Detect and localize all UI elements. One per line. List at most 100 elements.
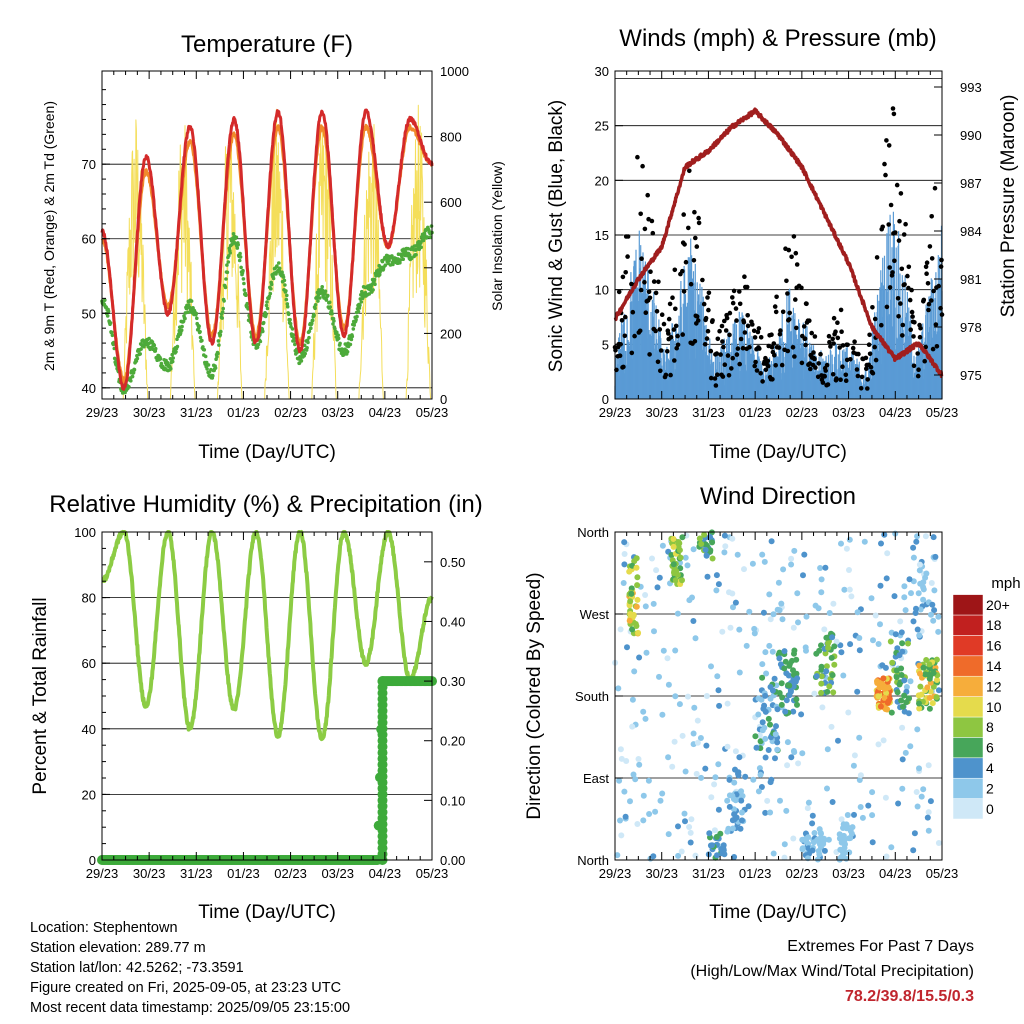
gust-point xyxy=(840,343,846,348)
dewpoint-point xyxy=(390,254,394,258)
dewpoint-point xyxy=(216,339,221,343)
direction-x-tick-label: 30/23 xyxy=(645,866,678,881)
gust-point xyxy=(712,376,718,381)
direction-point xyxy=(893,667,900,674)
gust-point xyxy=(756,326,762,331)
humidity-x-tick-label: 30/23 xyxy=(133,866,166,881)
direction-point xyxy=(696,535,703,542)
direction-point xyxy=(652,808,659,815)
direction-point xyxy=(679,732,686,739)
temperature-y-tick-label: 40 xyxy=(82,381,96,396)
direction-point xyxy=(869,812,876,819)
direction-point xyxy=(768,776,775,783)
dewpoint-point xyxy=(110,330,114,335)
direction-point xyxy=(615,685,622,692)
direction-y-tick-label: South xyxy=(575,689,609,704)
gust-point xyxy=(751,328,757,334)
gust-point xyxy=(801,324,807,329)
gust-point xyxy=(804,301,809,307)
gust-point xyxy=(874,255,880,260)
direction-point xyxy=(865,802,872,809)
direction-point xyxy=(847,641,854,648)
direction-point xyxy=(856,734,863,741)
direction-point xyxy=(916,705,923,712)
gust-point xyxy=(720,374,726,379)
direction-point xyxy=(726,803,733,810)
gust-point xyxy=(713,383,719,388)
winds-ylabel-left: Sonic Wind & Gust (Blue, Black) xyxy=(546,100,567,372)
dewpoint-point xyxy=(234,235,239,240)
direction-point xyxy=(815,605,822,612)
dewpoint-point xyxy=(186,310,190,315)
direction-point xyxy=(802,644,809,651)
temperature-x-tick-label: 31/23 xyxy=(180,405,213,420)
gust-point xyxy=(925,281,931,286)
direction-point xyxy=(738,788,745,795)
direction-point xyxy=(713,587,720,594)
gust-point xyxy=(772,304,778,309)
direction-point xyxy=(916,632,923,639)
direction-point xyxy=(859,814,866,821)
gust-point xyxy=(742,330,748,335)
winds-x-tick-label: 05/23 xyxy=(926,405,959,420)
gust-point xyxy=(702,342,708,347)
direction-point xyxy=(811,690,818,697)
direction-point xyxy=(636,761,643,768)
gust-point xyxy=(727,332,732,338)
direction-point xyxy=(920,786,927,793)
gust-point xyxy=(650,230,656,236)
direction-point xyxy=(626,617,633,624)
gust-point xyxy=(903,221,908,227)
direction-point xyxy=(654,584,661,591)
dewpoint-point xyxy=(265,306,270,311)
direction-point xyxy=(913,538,920,545)
gust-point xyxy=(850,345,856,351)
direction-point xyxy=(751,625,758,632)
direction-point xyxy=(824,785,830,792)
direction-point xyxy=(708,794,715,801)
direction-point xyxy=(640,708,647,715)
direction-point xyxy=(874,680,881,686)
speed-legend-swatch xyxy=(952,635,984,657)
gust-point xyxy=(890,270,895,275)
winds-y-tick-label: 15 xyxy=(595,228,609,243)
direction-point xyxy=(849,824,856,831)
humidity-xlabel: Time (Day/UTC) xyxy=(198,902,336,923)
gust-point xyxy=(663,372,669,378)
gust-point xyxy=(665,349,670,354)
direction-point xyxy=(817,830,824,836)
direction-point xyxy=(885,698,892,705)
direction-point xyxy=(681,810,688,817)
direction-point xyxy=(629,696,636,703)
gust-point xyxy=(667,301,673,307)
gust-point xyxy=(938,264,944,269)
gust-point xyxy=(719,323,725,329)
dewpoint-point xyxy=(282,278,287,283)
humidity-title: Relative Humidity (%) & Precipitation (i… xyxy=(49,491,482,518)
pressure-y-tick-label: 978 xyxy=(960,320,982,335)
direction-point xyxy=(719,628,726,635)
direction-point xyxy=(640,817,647,824)
direction-point xyxy=(736,754,743,761)
direction-point xyxy=(799,846,806,853)
direction-point xyxy=(616,777,623,784)
dewpoint-point xyxy=(371,288,375,292)
gust-point xyxy=(723,328,729,333)
gust-point xyxy=(704,336,710,341)
dewpoint-point xyxy=(236,242,240,247)
gust-point xyxy=(840,364,845,370)
gust-point xyxy=(721,344,726,350)
direction-point xyxy=(703,693,710,699)
gust-point xyxy=(887,285,893,290)
direction-point xyxy=(730,604,736,611)
direction-point xyxy=(898,672,905,678)
direction-point xyxy=(817,835,824,842)
direction-point xyxy=(622,813,629,820)
gust-point xyxy=(747,344,752,350)
direction-point xyxy=(915,590,922,597)
direction-point xyxy=(786,692,793,699)
gust-point xyxy=(666,316,672,322)
gust-point xyxy=(785,291,790,296)
temperature-xlabel: Time (Day/UTC) xyxy=(198,442,336,463)
